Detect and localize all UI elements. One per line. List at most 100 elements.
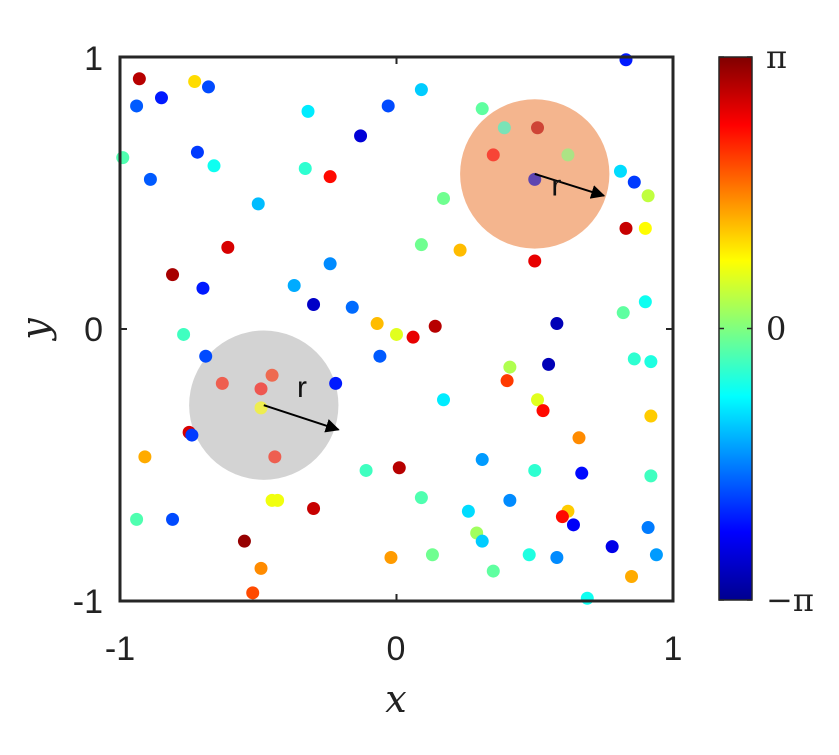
data-point-4: [414, 83, 428, 97]
data-point-20: [323, 170, 337, 184]
data-point-18: [298, 162, 312, 176]
data-point-3: [201, 80, 215, 94]
data-point-9: [301, 104, 315, 118]
data-point-44: [177, 327, 191, 341]
data-point-52: [503, 360, 517, 374]
data-point-53: [265, 368, 279, 382]
data-point-59: [531, 393, 545, 407]
data-point-69: [392, 461, 406, 475]
data-point-84: [566, 518, 580, 532]
data-point-96: [486, 564, 500, 578]
data-point-61: [254, 401, 268, 415]
data-point-6: [130, 99, 144, 113]
data-point-2: [188, 74, 202, 88]
data-point-29: [414, 238, 428, 252]
data-point-10: [497, 121, 511, 135]
data-point-79: [461, 504, 475, 518]
data-point-21: [143, 172, 157, 186]
data-point-54: [500, 374, 514, 388]
data-point-51: [542, 357, 556, 371]
data-point-85: [641, 521, 655, 535]
data-point-81: [555, 510, 569, 524]
data-point-41: [550, 317, 564, 331]
data-point-5: [154, 91, 168, 105]
data-point-42: [370, 317, 384, 331]
x-tick-label-mid: 0: [387, 630, 406, 668]
data-point-98: [246, 586, 260, 600]
data-point-66: [138, 450, 152, 464]
data-point-43: [428, 319, 442, 333]
data-point-71: [528, 463, 542, 477]
data-point-70: [359, 463, 373, 477]
colorbar-label-max: π: [766, 38, 787, 76]
data-point-22: [627, 175, 641, 189]
data-point-35: [287, 278, 301, 292]
data-point-58: [437, 393, 451, 407]
data-point-28: [638, 221, 652, 235]
colorbar-ticks: [719, 56, 752, 601]
data-point-92: [649, 548, 663, 562]
data-point-37: [307, 298, 321, 312]
data-point-49: [627, 352, 641, 366]
data-point-8: [475, 102, 489, 116]
y-axis-label: y: [13, 318, 57, 342]
radius-arrow-0: [534, 173, 606, 199]
data-point-93: [425, 548, 439, 562]
data-point-55: [215, 376, 229, 390]
data-point-65: [572, 431, 586, 445]
data-point-15: [561, 148, 575, 162]
data-point-19: [613, 164, 627, 178]
data-point-39: [638, 295, 652, 309]
data-point-95: [254, 561, 268, 575]
data-point-50: [644, 355, 658, 369]
data-point-24: [641, 189, 655, 203]
radius-arrows: rr: [263, 170, 606, 433]
radius-arrow-1: [263, 404, 340, 433]
data-point-57: [254, 382, 268, 396]
data-point-87: [475, 534, 489, 548]
data-points: [116, 53, 663, 605]
data-point-17: [207, 159, 221, 173]
y-tick-label-min: -1: [73, 583, 103, 621]
data-point-67: [268, 450, 282, 464]
data-point-27: [619, 221, 633, 235]
colorbar-label-min: −π: [766, 581, 814, 619]
data-point-1: [132, 72, 146, 86]
data-point-82: [130, 512, 144, 526]
data-point-25: [437, 191, 451, 205]
colorbar-label-zero: 0: [766, 310, 786, 348]
data-point-32: [528, 254, 542, 268]
x-axis-label: x: [385, 677, 406, 721]
data-point-40: [616, 306, 630, 320]
data-point-31: [221, 240, 235, 254]
x-tick-label-max: 1: [664, 630, 683, 668]
data-point-68: [475, 453, 489, 467]
data-point-75: [271, 493, 285, 507]
data-point-78: [307, 502, 321, 516]
data-point-13: [190, 145, 204, 159]
x-tick-label-min: -1: [105, 630, 135, 668]
data-point-33: [323, 257, 337, 271]
y-tick-label-max: 1: [84, 40, 103, 78]
data-point-34: [166, 268, 180, 282]
data-point-83: [166, 512, 180, 526]
radius-label-0: r: [551, 170, 561, 203]
data-point-47: [199, 349, 213, 363]
data-point-14: [486, 148, 500, 162]
data-point-46: [406, 330, 420, 344]
data-point-88: [237, 534, 251, 548]
radius-label-1: r: [297, 371, 307, 404]
data-point-38: [345, 300, 359, 314]
data-point-64: [185, 428, 199, 442]
data-point-30: [453, 243, 467, 257]
data-point-23: [528, 172, 542, 186]
data-point-99: [580, 591, 594, 605]
data-point-77: [503, 493, 517, 507]
data-point-97: [625, 570, 639, 584]
data-point-26: [251, 197, 265, 211]
data-point-91: [550, 550, 564, 564]
data-point-56: [329, 376, 343, 390]
colorbar: [718, 56, 753, 601]
data-point-72: [575, 466, 589, 480]
